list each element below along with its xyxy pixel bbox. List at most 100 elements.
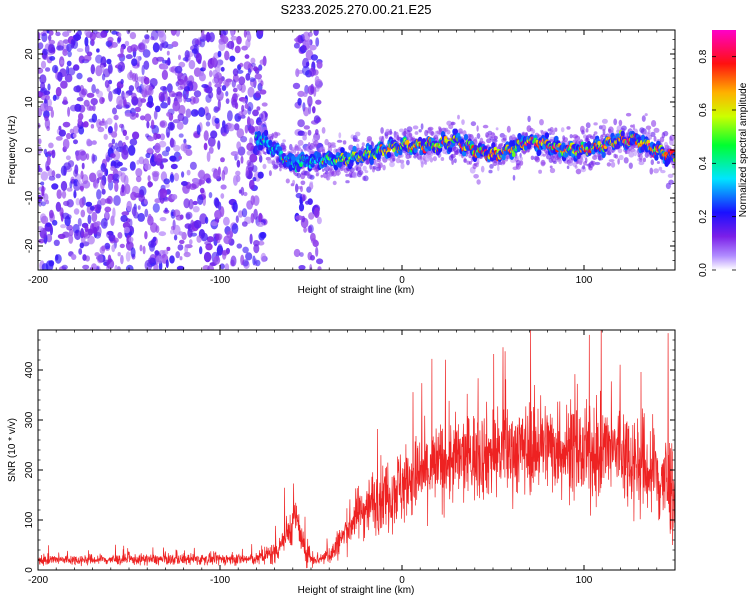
spectrogram-cell: [355, 131, 361, 137]
spectrogram-cell: [144, 231, 148, 240]
spectrogram-cell: [79, 242, 85, 249]
spectrogram-cell: [73, 189, 77, 199]
spectrogram-cell: [161, 69, 168, 80]
spectrogram-cell: [259, 155, 263, 163]
spectrogram-cell: [253, 195, 260, 207]
spectrogram-cell: [247, 116, 251, 127]
spectrogram-cell: [253, 244, 260, 254]
spectrogram-cell: [58, 125, 62, 131]
spectrogram-cell: [96, 254, 104, 264]
spectrogram-cell: [585, 128, 589, 133]
spectrogram-cell: [248, 125, 255, 134]
spectrogram-cell: [274, 132, 281, 136]
spectrogram-cell: [633, 149, 638, 157]
spectrogram-cell: [601, 124, 607, 131]
spectrogram-cell: [117, 232, 123, 239]
spectrogram-cell: [139, 244, 143, 252]
spectrogram-cell: [352, 145, 357, 153]
spectrogram-cell: [392, 157, 396, 162]
spectrogram-cell: [601, 118, 608, 124]
spectrogram-cell: [145, 133, 150, 138]
spectrogram-cell: [146, 121, 150, 129]
spectrogram-cell: [179, 256, 183, 261]
spectrogram-cell: [491, 142, 496, 149]
spectrogram-cell: [167, 57, 171, 66]
spectrogram-cell: [538, 169, 542, 174]
snr-y-ticks: 0 100 200 300 400: [24, 329, 675, 573]
spectrogram-cell: [66, 187, 73, 192]
spectrogram-cell: [90, 64, 96, 75]
spectrogram-cell: [406, 159, 410, 166]
spectrogram-cell: [301, 44, 307, 52]
spectrogram-cell: [342, 140, 347, 145]
spectrogram-cell: [186, 80, 193, 87]
spectrogram-cell: [48, 142, 54, 149]
spectrogram-cell: [530, 155, 535, 160]
spectrogram-cell: [313, 30, 319, 36]
spectrogram-cell: [68, 234, 74, 244]
spectrogram-cell: [72, 133, 77, 139]
spectrogram-cell: [463, 158, 468, 163]
spectrogram-cell: [668, 179, 674, 185]
spectrogram-cell: [473, 174, 479, 179]
spectrogram-cell: [128, 85, 135, 92]
spectrogram-cell: [188, 59, 196, 70]
spectrogram-cell: [62, 48, 68, 57]
spectrogram-cell: [476, 133, 481, 139]
spectrogram-cell: [147, 136, 155, 142]
spectrogram-cell: [308, 182, 314, 190]
spectrogram-cell: [159, 188, 168, 199]
spectrogram-cell: [221, 132, 227, 137]
spectrogram-cell: [108, 90, 113, 102]
spectrogram-cell: [580, 153, 584, 160]
spectrogram-cell: [166, 246, 171, 251]
spectrogram-cell: [66, 30, 72, 34]
spectrogram-cell: [249, 153, 258, 163]
spectrogram-cell: [111, 30, 118, 35]
spectrogram-cell: [310, 54, 318, 61]
spectrogram-cell: [158, 32, 167, 43]
spectrogram-cell: [526, 143, 532, 150]
spectrogram-cell: [241, 221, 248, 227]
spectrogram-cell: [113, 237, 119, 243]
spectrogram-cell: [190, 219, 195, 230]
spectrogram-cell: [364, 170, 369, 174]
y-tick-label: 400: [24, 361, 35, 378]
spectrogram-cell: [164, 207, 168, 213]
spectrogram-cell: [309, 181, 314, 185]
spectrogram-cell: [169, 155, 177, 162]
spectrogram-cell: [209, 70, 213, 78]
spectrogram-cell: [151, 153, 155, 163]
spectrogram-cell: [310, 83, 315, 94]
spectrogram-cell: [166, 112, 172, 117]
spectrogram-cell: [314, 75, 320, 85]
spectrogram-cell: [86, 153, 90, 161]
spectrogram-cell: [303, 131, 308, 137]
spectrogram-cell: [178, 231, 184, 236]
spectrogram-cell: [235, 170, 241, 176]
spectrogram-cell: [39, 74, 47, 84]
spectrogram-cell: [55, 31, 61, 37]
spectrogram-cells: [38, 30, 675, 270]
spectrogram-cell: [132, 131, 140, 140]
spectrogram-cell: [108, 126, 113, 134]
spectrogram-cell: [420, 123, 424, 130]
spectrogram-cell: [295, 215, 303, 221]
spectrogram-cell: [42, 48, 49, 56]
spectrogram-cell: [91, 211, 98, 223]
spectrogram-cell: [293, 149, 297, 154]
spectrogram-cell: [55, 86, 62, 97]
spectrogram-cell: [259, 89, 267, 95]
spectrogram-cell: [406, 126, 413, 133]
spectrogram-cell: [56, 189, 62, 200]
spectrogram-cell: [45, 67, 51, 72]
spectrogram-cell: [649, 167, 654, 175]
spectrogram-cell: [216, 233, 221, 244]
spectrogram-cell: [273, 165, 279, 169]
spectrogram-cell: [486, 144, 490, 148]
spectrogram-cell: [651, 120, 657, 127]
spectrogram-cell: [243, 30, 247, 38]
spectrogram-cell: [206, 177, 212, 184]
spectrogram-cell: [122, 129, 128, 136]
spectrogram-cell: [628, 162, 633, 169]
